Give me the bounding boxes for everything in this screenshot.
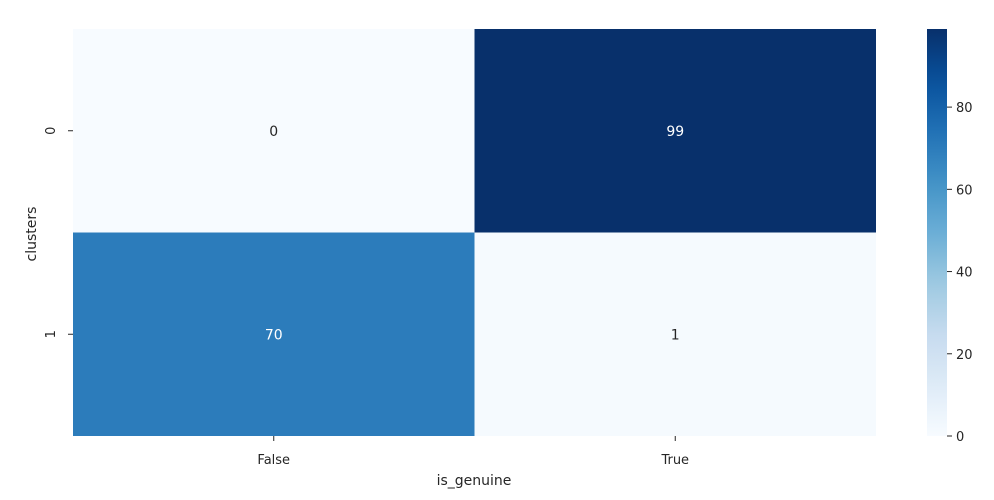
colorbar-tick-label: 40 xyxy=(956,266,973,281)
x-axis-ticks: False True xyxy=(257,436,689,468)
colorbar-ticks: 0 20 40 60 80 xyxy=(947,101,973,445)
cell-annotation-r0-c1: 99 xyxy=(666,124,684,140)
cell-annotation-r0-c0: 0 xyxy=(269,124,278,140)
heatmap-cell-r0-c0 xyxy=(73,29,475,233)
x-tick-label: True xyxy=(660,453,689,468)
colorbar-gradient xyxy=(927,29,947,436)
y-axis-ticks: 01 xyxy=(44,127,73,338)
colorbar-tick-label: 0 xyxy=(956,430,964,445)
y-tick-label: 1 xyxy=(44,330,59,338)
colorbar-tick-label: 20 xyxy=(956,348,973,363)
heatmap-cells xyxy=(73,29,876,436)
colorbar-tick-label: 80 xyxy=(956,101,973,116)
x-tick-label: False xyxy=(257,453,290,468)
cell-annotations: 0 99 70 1 xyxy=(265,124,684,344)
heatmap-cell-r1-c0 xyxy=(73,232,475,436)
heatmap-cell-r0-c1 xyxy=(474,29,876,233)
y-axis-label: clusters xyxy=(24,207,40,262)
cell-annotation-r1-c0: 70 xyxy=(265,327,283,343)
colorbar: 0 20 40 60 80 xyxy=(927,29,973,445)
x-axis-label: is_genuine xyxy=(437,473,512,489)
colorbar-tick-label: 60 xyxy=(956,183,973,198)
heatmap-cell-r1-c1 xyxy=(474,232,876,436)
y-tick-label: 0 xyxy=(44,127,59,135)
cell-annotation-r1-c1: 1 xyxy=(671,327,680,343)
